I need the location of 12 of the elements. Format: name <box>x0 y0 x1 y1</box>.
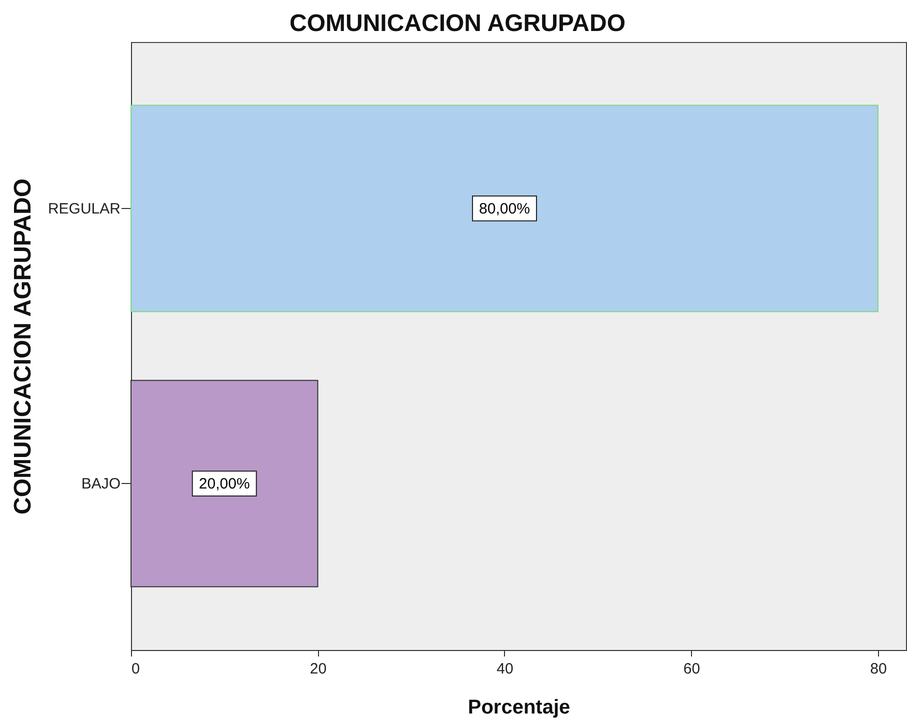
x-tick-label: 40 <box>496 660 514 678</box>
y-tick-label: BAJO <box>81 476 120 493</box>
y-tick-label: REGULAR <box>48 200 121 218</box>
y-axis-title: COMUNICACION AGRUPADO <box>10 178 36 514</box>
x-tick-label: 60 <box>683 660 700 678</box>
x-tick-label: 0 <box>132 660 140 678</box>
x-tick-label: 80 <box>870 660 887 678</box>
x-tick-label: 20 <box>310 660 327 678</box>
data-label: 20,00% <box>198 476 250 493</box>
data-label: 80,00% <box>479 200 530 218</box>
x-axis-title: Porcentaje <box>468 696 570 718</box>
chart-title: COMUNICACION AGRUPADO <box>290 10 626 37</box>
